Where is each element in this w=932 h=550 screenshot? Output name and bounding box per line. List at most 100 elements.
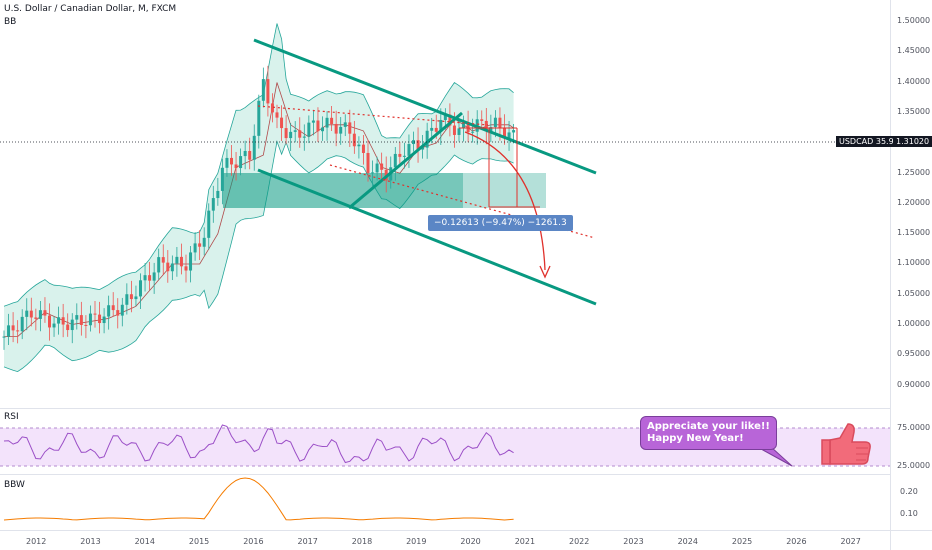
- candle-body: [239, 156, 243, 169]
- candle-body: [70, 319, 74, 331]
- candle-body: [361, 144, 365, 153]
- rsi-tick-25: 25.0000: [897, 461, 931, 470]
- candle-body: [243, 150, 247, 157]
- candle-body: [371, 172, 375, 174]
- candle-body: [330, 117, 334, 124]
- candle-body: [88, 313, 92, 326]
- candle-body: [334, 123, 338, 134]
- price-tick: 1.15000: [897, 228, 931, 238]
- price-tick: 1.40000: [897, 76, 931, 86]
- candle-body: [316, 120, 320, 132]
- candle-body: [198, 243, 202, 247]
- candle-body: [216, 190, 220, 199]
- candle-body: [207, 210, 211, 238]
- projection-dotted-line[interactable]: [329, 164, 596, 239]
- candle-body: [366, 152, 370, 173]
- time-tick: 2013: [80, 537, 101, 546]
- candle-body: [507, 132, 511, 139]
- candle-body: [29, 310, 33, 318]
- last-price-badge: 1.31020: [893, 136, 932, 147]
- candle-body: [211, 198, 215, 211]
- channel-lower-line[interactable]: [257, 168, 597, 306]
- candle-body: [261, 79, 265, 101]
- candle-body: [170, 263, 174, 272]
- candle-body: [321, 127, 324, 132]
- bbw-label: BBW: [4, 480, 25, 490]
- candle-body: [20, 316, 24, 332]
- price-tick: 0.90000: [897, 379, 931, 389]
- channel-upper-line[interactable]: [253, 38, 597, 175]
- resistance-dotted-line[interactable]: [257, 105, 489, 126]
- candle-body: [98, 314, 102, 324]
- support-zone-projection[interactable]: [463, 173, 546, 208]
- callout-line-2: Happy New Year!: [647, 433, 744, 444]
- candle-body: [307, 122, 311, 137]
- candle-body: [493, 117, 497, 128]
- time-tick: 2025: [731, 537, 753, 546]
- rising-trendline[interactable]: [348, 111, 463, 210]
- candle-body: [425, 130, 429, 148]
- candle-body: [343, 122, 347, 127]
- candle-body: [225, 157, 229, 168]
- symbol-title: U.S. Dollar / Canadian Dollar, M, FXCM: [4, 4, 177, 14]
- candle-body: [143, 275, 147, 281]
- candle-body: [293, 130, 297, 132]
- time-tick: 2024: [677, 537, 698, 546]
- candle-body: [484, 120, 488, 132]
- rsi-label: RSI: [4, 412, 19, 422]
- price-tick: 1.35000: [897, 106, 931, 116]
- candle-body: [161, 257, 165, 263]
- rsi-line: [3, 424, 514, 464]
- candle-body: [175, 256, 179, 264]
- candle-body: [16, 330, 20, 332]
- candle-body: [280, 117, 284, 129]
- candle-body: [348, 122, 352, 134]
- candle-body: [393, 153, 397, 168]
- candle-body: [57, 317, 61, 324]
- candle-body: [421, 147, 425, 150]
- time-tick: 2027: [840, 537, 861, 546]
- price-tick: 0.95000: [897, 349, 931, 359]
- candle-body: [489, 127, 493, 132]
- price-tick: 1.20000: [897, 197, 931, 207]
- candle-body: [2, 336, 6, 338]
- candle-body: [443, 114, 447, 120]
- candle-body: [298, 130, 302, 138]
- candle-body: [471, 131, 475, 133]
- candle-body: [107, 305, 111, 317]
- candle-body: [7, 325, 11, 337]
- candle-body: [457, 128, 461, 135]
- candle-body: [93, 313, 97, 315]
- projection-arc-arrow[interactable]: [464, 131, 546, 271]
- time-tick: 2016: [243, 537, 264, 546]
- price-tick: 1.45000: [897, 46, 931, 56]
- candle-body: [43, 310, 47, 316]
- greeting-callout[interactable]: Appreciate your like!! Happy New Year!: [640, 416, 777, 450]
- candle-body: [275, 112, 279, 118]
- candle-body: [66, 324, 70, 331]
- measure-label[interactable]: −0.12613 (−9.47%) −1261.3: [428, 215, 573, 231]
- bbw-tick-010: 0.10: [900, 509, 918, 518]
- candle-body: [234, 164, 238, 169]
- candle-body: [398, 153, 402, 157]
- time-tick: 2026: [786, 537, 807, 546]
- candle-body: [61, 317, 65, 325]
- candle-body: [79, 315, 83, 325]
- candle-body: [380, 163, 384, 170]
- last-symbol-badge: USDCAD 35.99%: [836, 136, 910, 147]
- bbw-line: [3, 477, 514, 521]
- price-tick: 1.50000: [897, 16, 931, 25]
- candle-body: [230, 157, 233, 165]
- candle-body: [462, 122, 466, 129]
- candle-body: [503, 127, 506, 139]
- candle-body: [352, 133, 356, 147]
- time-tick: 2019: [406, 537, 427, 546]
- price-tick: 1.10000: [897, 258, 931, 268]
- candle-body: [339, 126, 343, 134]
- candle-body: [202, 237, 206, 247]
- candle-body: [452, 125, 456, 135]
- candle-body: [11, 325, 15, 331]
- candle-body: [252, 135, 256, 160]
- candle-body: [407, 144, 411, 156]
